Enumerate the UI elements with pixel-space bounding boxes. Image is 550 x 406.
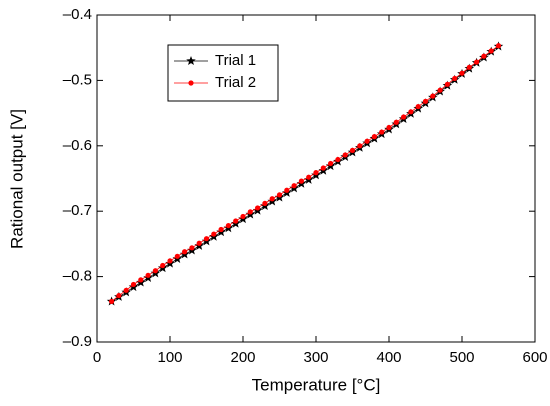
x-tick-label: 0 [93,349,101,366]
marker [481,53,487,59]
marker [335,156,341,163]
marker [371,134,377,140]
marker [291,183,297,189]
marker [313,170,319,176]
y-tick-label: –0.6 [63,137,92,154]
marker [218,226,224,233]
marker [116,292,122,299]
marker [130,281,137,288]
marker [328,160,334,167]
marker [408,109,414,115]
y-tick-label: –0.5 [63,71,92,88]
x-tick-label: 600 [522,349,547,366]
marker [495,43,502,49]
y-axis-title: Rational output [V] [7,109,26,249]
marker [466,64,472,70]
marker [152,268,158,274]
y-tick-label: –0.8 [63,268,92,285]
x-tick-label: 300 [303,349,328,366]
x-tick-label: 200 [230,349,255,366]
marker [211,231,217,237]
legend-marker [186,56,196,66]
marker [393,119,399,125]
marker [225,222,231,229]
x-tick-label: 100 [157,349,182,366]
y-tick-label: –0.4 [63,6,92,23]
x-tick-label: 500 [449,349,474,366]
marker [357,143,363,149]
marker [203,236,210,242]
marker [109,298,115,305]
x-axis-title: Temperature [°C] [252,375,381,394]
marker [306,174,312,180]
marker [430,93,436,99]
marker [284,187,290,193]
legend-box [167,44,279,102]
marker [342,152,348,158]
marker [488,48,494,54]
marker [167,258,173,264]
marker [145,272,151,278]
marker [474,59,480,65]
marker [386,124,392,131]
marker [247,209,253,215]
y-tick-label: –0.7 [63,202,92,219]
marker [255,205,261,211]
marker [196,240,202,246]
marker [452,75,458,82]
y-tick-label: –0.9 [63,333,92,350]
marker [138,277,144,283]
marker [422,98,429,104]
x-tick-label: 400 [376,349,401,366]
marker [269,196,275,202]
marker [364,138,370,144]
marker [444,81,450,87]
marker [240,213,246,220]
marker [174,253,180,259]
marker [401,114,407,120]
marker [379,129,385,135]
marker [459,70,465,76]
marker [262,200,268,206]
legend-label: Trial 1 [215,52,256,69]
marker [437,87,443,93]
legend-label: Trial 2 [215,74,256,91]
marker [320,165,326,171]
marker [349,147,356,153]
marker [233,218,239,224]
marker [123,287,129,293]
marker [415,103,421,110]
marker [276,192,283,198]
marker [182,249,188,255]
marker [189,245,195,251]
legend-marker [188,80,194,86]
marker [160,262,166,269]
marker [298,178,304,184]
